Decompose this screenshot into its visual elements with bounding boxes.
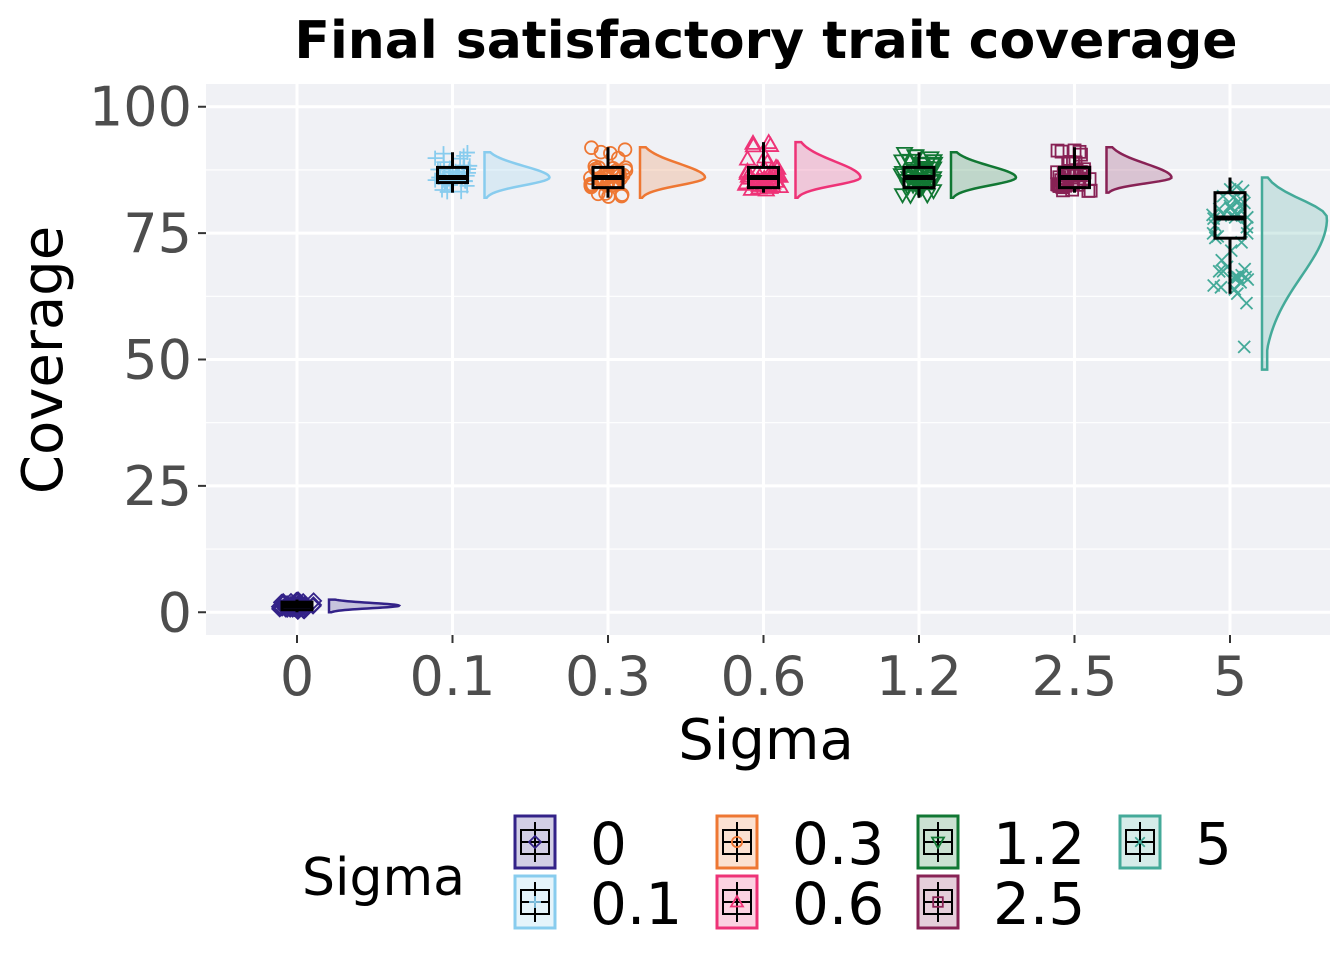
point-0.6	[759, 133, 778, 150]
y-tick-label: 75	[123, 202, 192, 265]
legend-label: 0.6	[792, 870, 884, 938]
legend-label: 0	[590, 810, 627, 878]
point-0.1	[453, 184, 469, 200]
legend-key-1.2	[916, 814, 960, 870]
y-tick-label: 50	[123, 329, 192, 392]
point-0.3	[614, 188, 629, 204]
point-2.5	[1066, 156, 1080, 171]
legend-point	[527, 834, 543, 850]
point-1.2	[900, 153, 919, 170]
legend-point	[930, 836, 946, 850]
point-0.1	[459, 145, 475, 161]
x-tick-label: 0.3	[565, 645, 651, 708]
point-0.1	[456, 148, 472, 164]
point-0.6	[738, 149, 757, 166]
cloud-0	[327, 598, 402, 614]
y-axis-label: Coverage	[11, 226, 76, 494]
legend-point	[529, 896, 541, 908]
point-0.6	[743, 133, 763, 150]
grid-lines	[206, 84, 1330, 635]
legend-key-0.3	[715, 814, 759, 870]
y-tick-label: 25	[123, 455, 192, 518]
legend-label: 0.1	[590, 870, 682, 938]
legend-key-0	[513, 814, 557, 870]
box-5	[1213, 191, 1247, 240]
point-5	[1229, 270, 1243, 284]
point-5	[1207, 278, 1221, 293]
point-5	[1230, 286, 1244, 301]
y-tick-label: 100	[89, 76, 192, 139]
cloud-5	[1260, 176, 1329, 371]
box-plots	[280, 142, 1247, 613]
cloud-1.2	[949, 150, 1018, 199]
legend-label: 0.3	[792, 810, 884, 878]
cloud-0.6	[794, 140, 862, 199]
point-0.6	[744, 136, 763, 153]
cloud-0.3	[638, 145, 707, 199]
cloud-2.5	[1105, 145, 1173, 194]
density-clouds	[327, 140, 1329, 614]
cloud-0.1	[483, 150, 551, 199]
point-5	[1240, 210, 1254, 224]
point-0.1	[427, 172, 443, 188]
point-0.3	[603, 145, 618, 161]
x-axis-label: Sigma	[678, 708, 854, 773]
legend-point	[731, 836, 744, 849]
point-5	[1236, 183, 1250, 198]
point-5	[1212, 264, 1226, 278]
x-tick-label: 1.2	[876, 645, 962, 708]
point-0.1	[427, 150, 443, 166]
x-tick-label: 0	[280, 645, 314, 708]
point-0.1	[462, 158, 478, 174]
point-0.3	[584, 140, 599, 155]
legend-key-0.6	[715, 874, 759, 930]
point-0.3	[611, 150, 626, 166]
legend-key-0.1	[513, 874, 557, 930]
legend-label: 1.2	[993, 810, 1085, 878]
point-5	[1237, 340, 1251, 354]
point-1.2	[918, 188, 937, 205]
point-1.2	[893, 166, 912, 182]
legend-point	[932, 896, 944, 908]
box-0.1	[436, 165, 469, 185]
legend-label: 5	[1195, 810, 1232, 878]
x-tick-label: 0.6	[721, 645, 807, 708]
x-axis: 0 0.1 0.3 0.6 1.2 2.5 5	[280, 635, 1247, 708]
x-tick-label: 5	[1213, 645, 1247, 708]
legend-label: 2.5	[993, 870, 1085, 938]
legend-point	[1134, 836, 1146, 848]
point-1.2	[924, 154, 944, 171]
legend: Sigma 00.1 0.30.6 1.22.5 5	[302, 810, 1232, 938]
legend-title: Sigma	[302, 848, 465, 908]
chart-title: Final satisfactory trait coverage	[294, 11, 1237, 71]
y-axis: 0 25 50 75 100	[89, 76, 206, 644]
y-tick-label: 0	[158, 581, 192, 644]
point-5	[1240, 220, 1254, 234]
point-2.5	[1050, 143, 1065, 158]
legend-key-2.5	[916, 874, 960, 930]
x-tick-label: 2.5	[1032, 645, 1118, 708]
legend-key-5	[1118, 814, 1162, 870]
point-0.1	[452, 151, 468, 167]
x-tick-label: 0.1	[410, 645, 496, 708]
point-5	[1241, 272, 1255, 287]
legend-point	[729, 894, 745, 908]
